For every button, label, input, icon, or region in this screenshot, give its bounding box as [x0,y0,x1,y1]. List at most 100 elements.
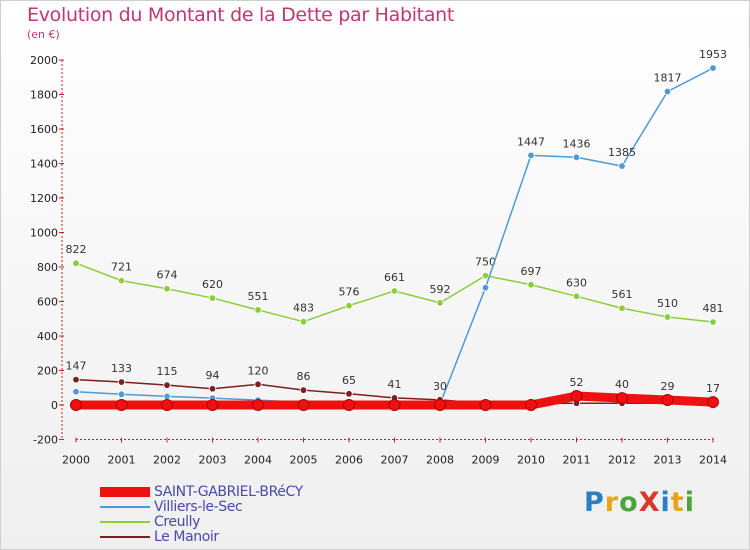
data-point [117,390,126,399]
legend-item: SAINT-GABRIEL-BRéCY [100,484,303,500]
data-label: 147 [66,360,87,373]
data-point [163,285,171,293]
data-point [709,318,717,326]
y-tick-label: 0 [51,399,58,412]
data-label: 510 [657,297,678,310]
legend-item: Le Manoir [100,528,303,545]
data-label: 674 [157,269,178,282]
data-point [254,380,262,388]
data-point [618,162,626,170]
data-point [345,390,353,398]
legend-item: Creully [100,513,303,530]
y-tick-label: 800 [37,261,58,274]
data-label: 561 [612,288,633,301]
data-point [163,392,171,401]
data-label: 551 [248,290,269,303]
data-point [527,281,535,289]
data-point [299,386,308,394]
data-label: 30 [433,380,447,393]
legend-label: Creully [154,513,200,530]
x-tick-label: 2004 [244,454,272,467]
data-point [299,317,308,326]
data-point [481,284,490,292]
data-label: 620 [202,278,223,291]
logo-letter: X [638,487,661,518]
x-tick-label: 2000 [62,454,90,467]
data-point [252,399,264,411]
data-label: 483 [293,302,314,315]
chart-legend: SAINT-GABRIEL-BRéCY Villiers-le-Sec Creull… [100,484,303,545]
y-tick-label: 1800 [30,89,58,102]
data-point [163,381,171,389]
data-point [70,399,82,411]
data-point [161,399,173,411]
data-label: 630 [566,276,587,289]
data-point [72,259,80,267]
x-tick-label: 2006 [335,454,363,467]
y-tick-label: 400 [37,330,58,343]
data-label: 86 [297,370,311,383]
data-label: 120 [248,364,269,377]
x-tick-label: 2001 [108,454,136,467]
data-point [618,304,626,312]
data-label: 1447 [517,135,545,148]
logo-letter: o [619,487,639,518]
data-label: 41 [388,378,402,391]
series-line [75,67,714,406]
chart-title: Evolution du Montant de la Dette par Hab… [27,4,455,26]
y-tick-label: 1000 [30,227,58,240]
y-tick-label: -200 [33,434,58,447]
data-point [208,385,217,393]
data-point [345,301,353,310]
series-group: 1447 1436 1385 1817 1953 [72,48,727,409]
y-tick-label: 1200 [30,192,58,205]
data-label: 721 [111,261,132,274]
data-label: 29 [661,380,675,393]
chart-unit-label: (en €) [27,28,60,41]
data-label: 65 [342,374,356,387]
data-label: 133 [111,362,132,375]
data-label: 697 [521,265,542,278]
legend-swatch [100,486,150,497]
data-point [297,399,310,411]
data-label: 481 [703,302,724,315]
data-label: 822 [66,243,87,256]
data-label: 52 [570,376,584,389]
logo-letter: P [584,487,605,518]
x-tick-label: 2013 [654,454,682,467]
legend-label: Villiers-le-Sec [154,498,243,515]
data-point [206,399,219,411]
data-label: 592 [430,283,451,296]
data-point [663,313,672,321]
data-point [479,399,492,411]
data-point [436,299,444,307]
data-label: 115 [157,365,178,378]
data-point [208,294,217,302]
data-point [570,390,583,403]
logo-letter: i [684,487,695,518]
x-tick-label: 2014 [699,454,727,467]
data-point [254,306,262,314]
data-point [390,287,399,295]
proxiti-logo: ProXiti [584,487,695,518]
x-tick-label: 2005 [290,454,318,467]
data-point [709,64,717,72]
x-tick-label: 2011 [563,454,591,467]
y-tick-label: 1400 [30,158,58,171]
data-point [343,399,355,411]
data-point [527,151,535,160]
x-tick-label: 2002 [153,454,181,467]
y-tick-label: 600 [37,296,58,309]
y-tick-label: 200 [37,365,58,378]
x-tick-label: 2010 [517,454,545,467]
x-tick-label: 2012 [608,454,636,467]
legend-swatch [100,505,150,508]
data-point [117,378,126,386]
data-label: 17 [706,382,720,395]
x-tick-label: 2003 [199,454,227,467]
logo-letter: t [670,487,685,518]
data-label: 661 [384,271,405,284]
legend-label: Le Manoir [154,528,219,545]
